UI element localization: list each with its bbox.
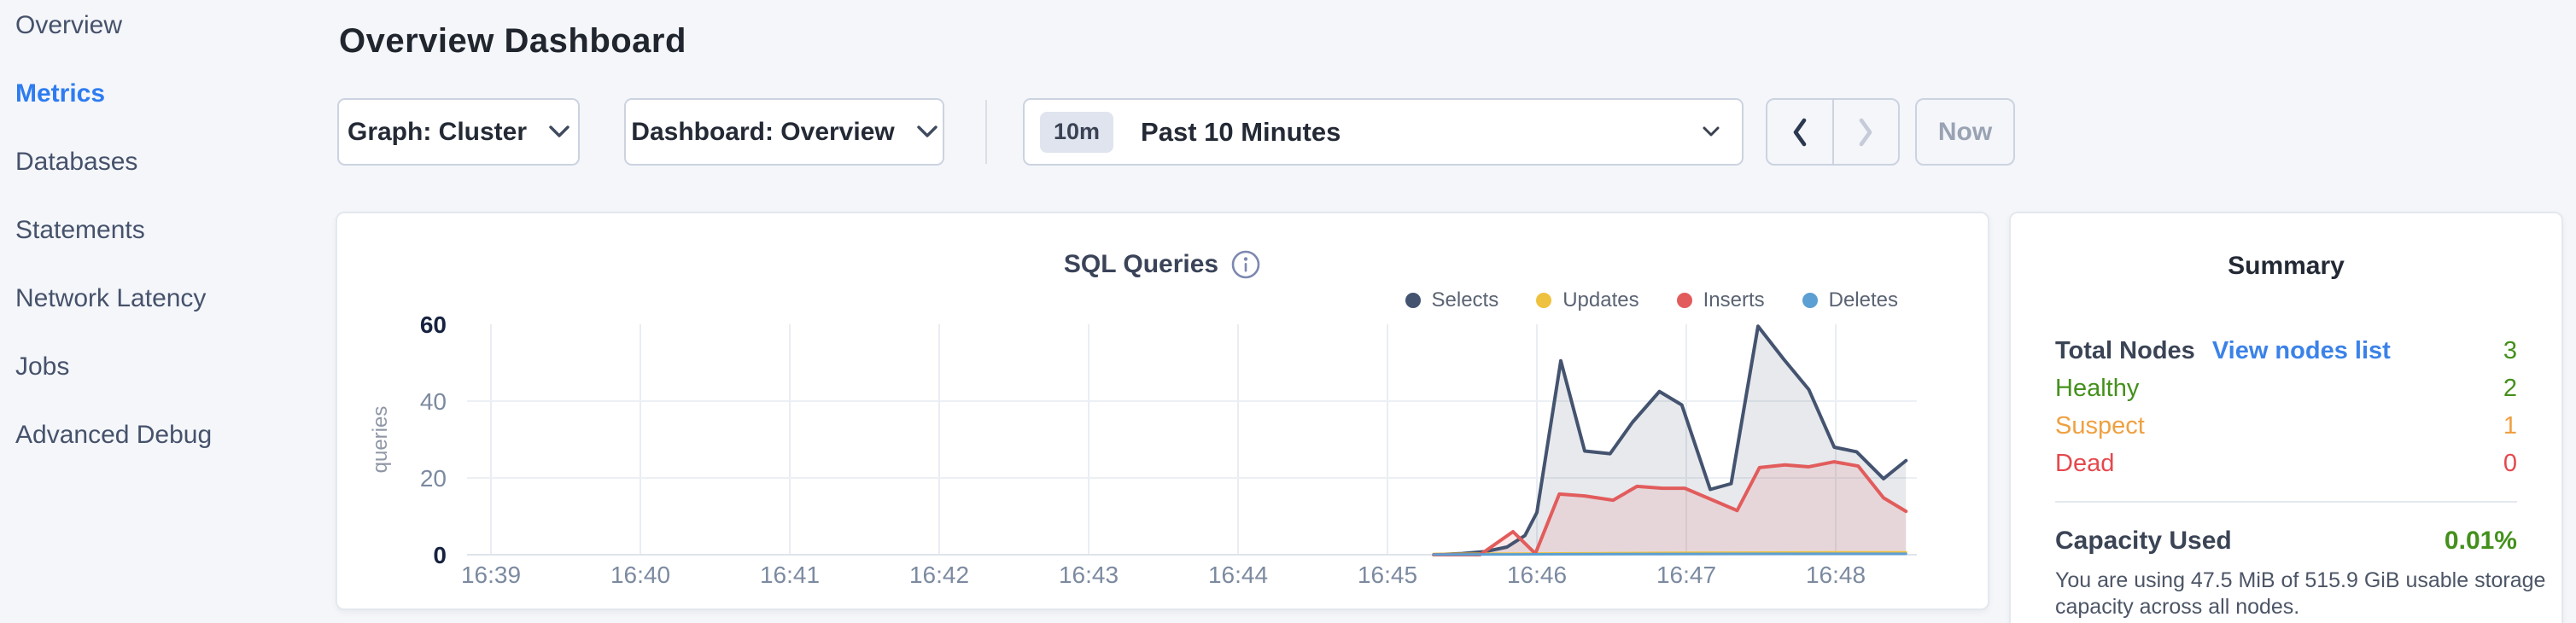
- svg-text:16:47: 16:47: [1656, 562, 1716, 588]
- legend-dot-selects: [1405, 293, 1421, 308]
- capacity-used-value: 0.01%: [2444, 527, 2517, 555]
- legend-item-deletes[interactable]: Deletes: [1802, 288, 1898, 312]
- time-range-picker[interactable]: 10m Past 10 Minutes: [1023, 98, 1744, 166]
- svg-text:16:45: 16:45: [1358, 562, 1417, 588]
- legend-label: Updates: [1563, 288, 1639, 312]
- legend-label: Deletes: [1828, 288, 1898, 312]
- svg-text:queries: queries: [369, 406, 392, 474]
- now-button-label: Now: [1937, 117, 1993, 146]
- svg-text:16:46: 16:46: [1507, 562, 1567, 588]
- summary-row-total-nodes: Total Nodes View nodes list 3: [2055, 332, 2517, 370]
- sidebar-item-overview[interactable]: Overview: [15, 11, 123, 39]
- svg-text:16:48: 16:48: [1806, 562, 1866, 588]
- sidebar-item-jobs[interactable]: Jobs: [15, 352, 70, 381]
- sidebar-item-metrics[interactable]: Metrics: [15, 79, 106, 108]
- graph-dropdown-label: Graph: Cluster: [347, 117, 528, 146]
- svg-text:16:43: 16:43: [1059, 562, 1119, 588]
- sidebar-item-advanced-debug[interactable]: Advanced Debug: [15, 421, 213, 449]
- svg-text:16:40: 16:40: [610, 562, 670, 588]
- chevron-down-icon: [1703, 126, 1720, 137]
- previous-timespan-button[interactable]: [1767, 100, 1832, 164]
- legend-dot-updates: [1536, 293, 1552, 308]
- chevron-left-icon: [1793, 118, 1807, 146]
- svg-text:0: 0: [433, 542, 447, 568]
- time-range-badge: 10m: [1040, 111, 1114, 153]
- sidebar-item-statements[interactable]: Statements: [15, 216, 145, 244]
- status-value: 0: [2503, 449, 2517, 477]
- info-icon[interactable]: [1230, 249, 1261, 280]
- sql-queries-chart-card: SQL Queries Selects Updates Inserts Deletes…: [336, 212, 1989, 610]
- legend-label: Inserts: [1703, 288, 1765, 312]
- summary-row-suspect: Suspect 1: [2055, 407, 2517, 445]
- status-label: Dead: [2055, 449, 2115, 477]
- time-step-buttons: [1766, 98, 1900, 166]
- chevron-down-icon: [917, 125, 938, 137]
- status-label: Suspect: [2055, 411, 2145, 440]
- svg-text:60: 60: [420, 312, 447, 338]
- summary-rows: Total Nodes View nodes list 3 Healthy 2 Su…: [2055, 332, 2517, 482]
- total-nodes-value: 3: [2503, 336, 2517, 364]
- status-value: 1: [2503, 411, 2517, 440]
- sql-queries-chart: 16:39 16:40 16:41 16:42 16:43 16:44 16:45 16:46…: [369, 312, 1917, 588]
- sidebar-item-databases[interactable]: Databases: [15, 148, 138, 176]
- legend-dot-inserts: [1676, 293, 1692, 308]
- summary-divider: [2055, 501, 2517, 503]
- svg-text:20: 20: [420, 465, 447, 492]
- summary-row-dead: Dead 0: [2055, 445, 2517, 482]
- next-timespan-button[interactable]: [1831, 100, 1899, 164]
- summary-row-healthy: Healthy 2: [2055, 370, 2517, 407]
- svg-text:16:39: 16:39: [461, 562, 521, 588]
- capacity-description: You are using 47.5 MiB of 515.9 GiB usab…: [2055, 568, 2546, 619]
- chart-title: SQL Queries: [1063, 250, 1219, 278]
- legend-item-updates[interactable]: Updates: [1536, 288, 1639, 312]
- page-title: Overview Dashboard: [339, 22, 686, 60]
- graph-dropdown[interactable]: Graph: Cluster: [337, 98, 580, 166]
- capacity-used-row: Capacity Used 0.01%: [2055, 527, 2517, 556]
- view-nodes-list-link[interactable]: View nodes list: [2211, 336, 2391, 364]
- summary-panel: Summary Total Nodes View nodes list 3 He…: [2009, 212, 2563, 623]
- chevron-down-icon: [549, 125, 570, 137]
- time-range-label: Past 10 Minutes: [1141, 116, 1341, 147]
- controls-divider: [985, 100, 987, 164]
- chevron-right-icon: [1859, 118, 1872, 146]
- now-button[interactable]: Now: [1915, 98, 2015, 166]
- legend-item-inserts[interactable]: Inserts: [1676, 288, 1765, 312]
- capacity-used-label: Capacity Used: [2055, 527, 2232, 555]
- legend-item-selects[interactable]: Selects: [1405, 288, 1499, 312]
- dashboard-dropdown[interactable]: Dashboard: Overview: [624, 98, 944, 166]
- legend-label: Selects: [1431, 288, 1499, 312]
- status-value: 2: [2503, 374, 2517, 402]
- total-nodes-label: Total Nodes: [2055, 336, 2195, 364]
- summary-title: Summary: [2228, 252, 2345, 280]
- svg-text:16:41: 16:41: [760, 562, 820, 588]
- chart-header: SQL Queries: [337, 249, 1988, 280]
- sidebar: Overview Metrics Databases Statements Networ…: [15, 0, 323, 469]
- svg-text:16:42: 16:42: [909, 562, 969, 588]
- sidebar-item-network-latency[interactable]: Network Latency: [15, 284, 207, 312]
- chart-legend: Selects Updates Inserts Deletes: [1405, 288, 1898, 312]
- controls-bar: Graph: Cluster Dashboard: Overview 10m P…: [0, 98, 2576, 166]
- status-label: Healthy: [2055, 374, 2140, 402]
- dashboard-dropdown-label: Dashboard: Overview: [631, 117, 895, 146]
- svg-text:40: 40: [420, 388, 447, 415]
- svg-text:16:44: 16:44: [1208, 562, 1268, 588]
- legend-dot-deletes: [1802, 293, 1818, 308]
